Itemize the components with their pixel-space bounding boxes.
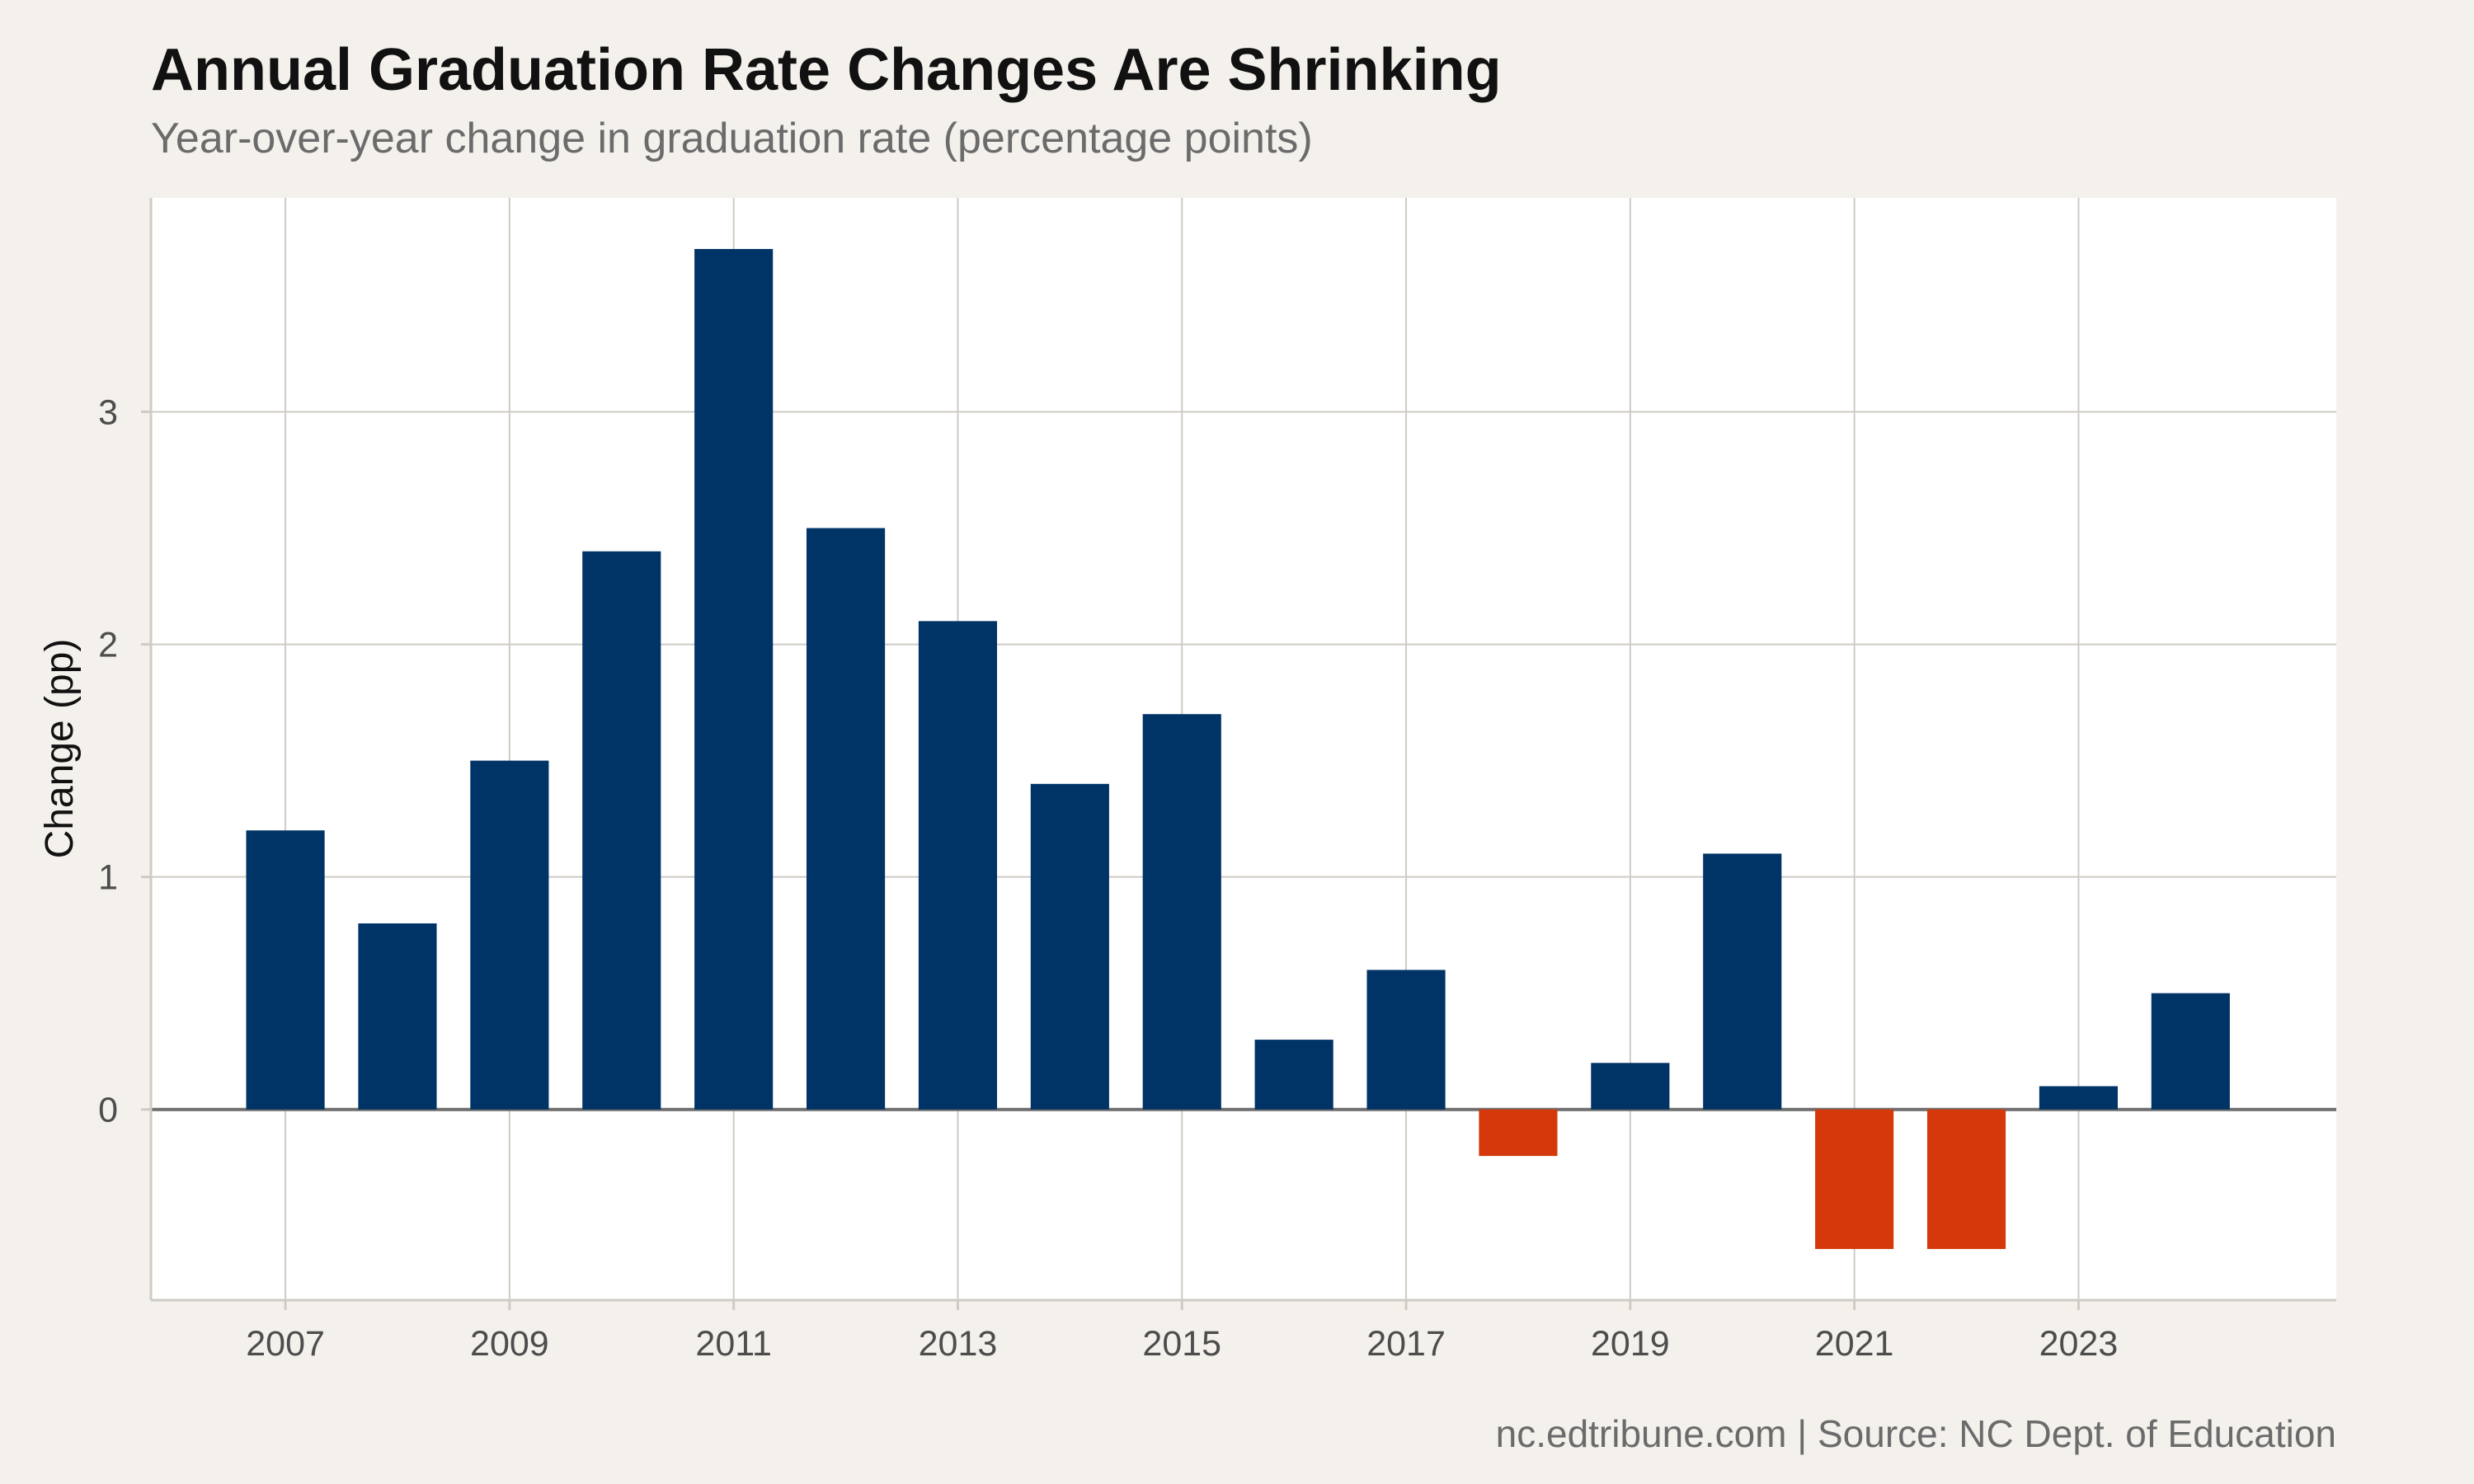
y-tick-label: 0 — [98, 1091, 118, 1130]
x-tick-label: 2013 — [919, 1324, 998, 1364]
bar-2017 — [1366, 970, 1446, 1110]
bars — [246, 249, 2230, 1249]
x-tick-label: 2007 — [246, 1324, 325, 1364]
plot-panel — [151, 198, 2336, 1300]
chart-caption: nc.edtribune.com | Source: NC Dept. of E… — [1495, 1412, 2336, 1455]
bar-2018 — [1479, 1109, 1558, 1157]
bar-2008 — [358, 923, 437, 1110]
bar-2012 — [807, 528, 886, 1110]
bar-2016 — [1254, 1040, 1333, 1110]
bar-2010 — [582, 551, 661, 1110]
bar-2022 — [1926, 1109, 2006, 1249]
x-tick-label: 2023 — [2039, 1324, 2119, 1364]
x-tick-label: 2009 — [470, 1324, 549, 1364]
x-tick-label: 2015 — [1142, 1324, 1221, 1364]
x-ticks: 2007 2009 2011 2013 2015 2017 2019 2021 2023 — [246, 1300, 2118, 1364]
bar-2013 — [918, 621, 998, 1110]
y-tick-label: 3 — [98, 393, 118, 433]
bar-2015 — [1142, 714, 1221, 1110]
bar-2014 — [1030, 783, 1109, 1110]
bar-2019 — [1591, 1063, 1670, 1110]
x-tick-label: 2017 — [1366, 1324, 1446, 1364]
bar-2021 — [1815, 1109, 1894, 1249]
chart-subtitle: Year-over-year change in graduation rate… — [151, 115, 1313, 162]
bar-2024 — [2151, 993, 2230, 1110]
y-tick-label: 2 — [98, 626, 118, 665]
bar-2020 — [1703, 853, 1782, 1110]
x-tick-label: 2011 — [695, 1324, 771, 1364]
y-ticks: 0 1 2 3 — [98, 393, 151, 1130]
x-tick-label: 2019 — [1591, 1324, 1670, 1364]
bar-2011 — [694, 249, 774, 1110]
chart-title: Annual Graduation Rate Changes Are Shrin… — [151, 37, 1502, 103]
y-axis-label: Change (pp) — [38, 639, 82, 859]
bar-2023 — [2039, 1086, 2118, 1110]
bar-2007 — [246, 830, 325, 1110]
x-tick-label: 2021 — [1815, 1324, 1894, 1364]
bar-2009 — [470, 760, 549, 1110]
y-tick-label: 1 — [98, 858, 118, 898]
